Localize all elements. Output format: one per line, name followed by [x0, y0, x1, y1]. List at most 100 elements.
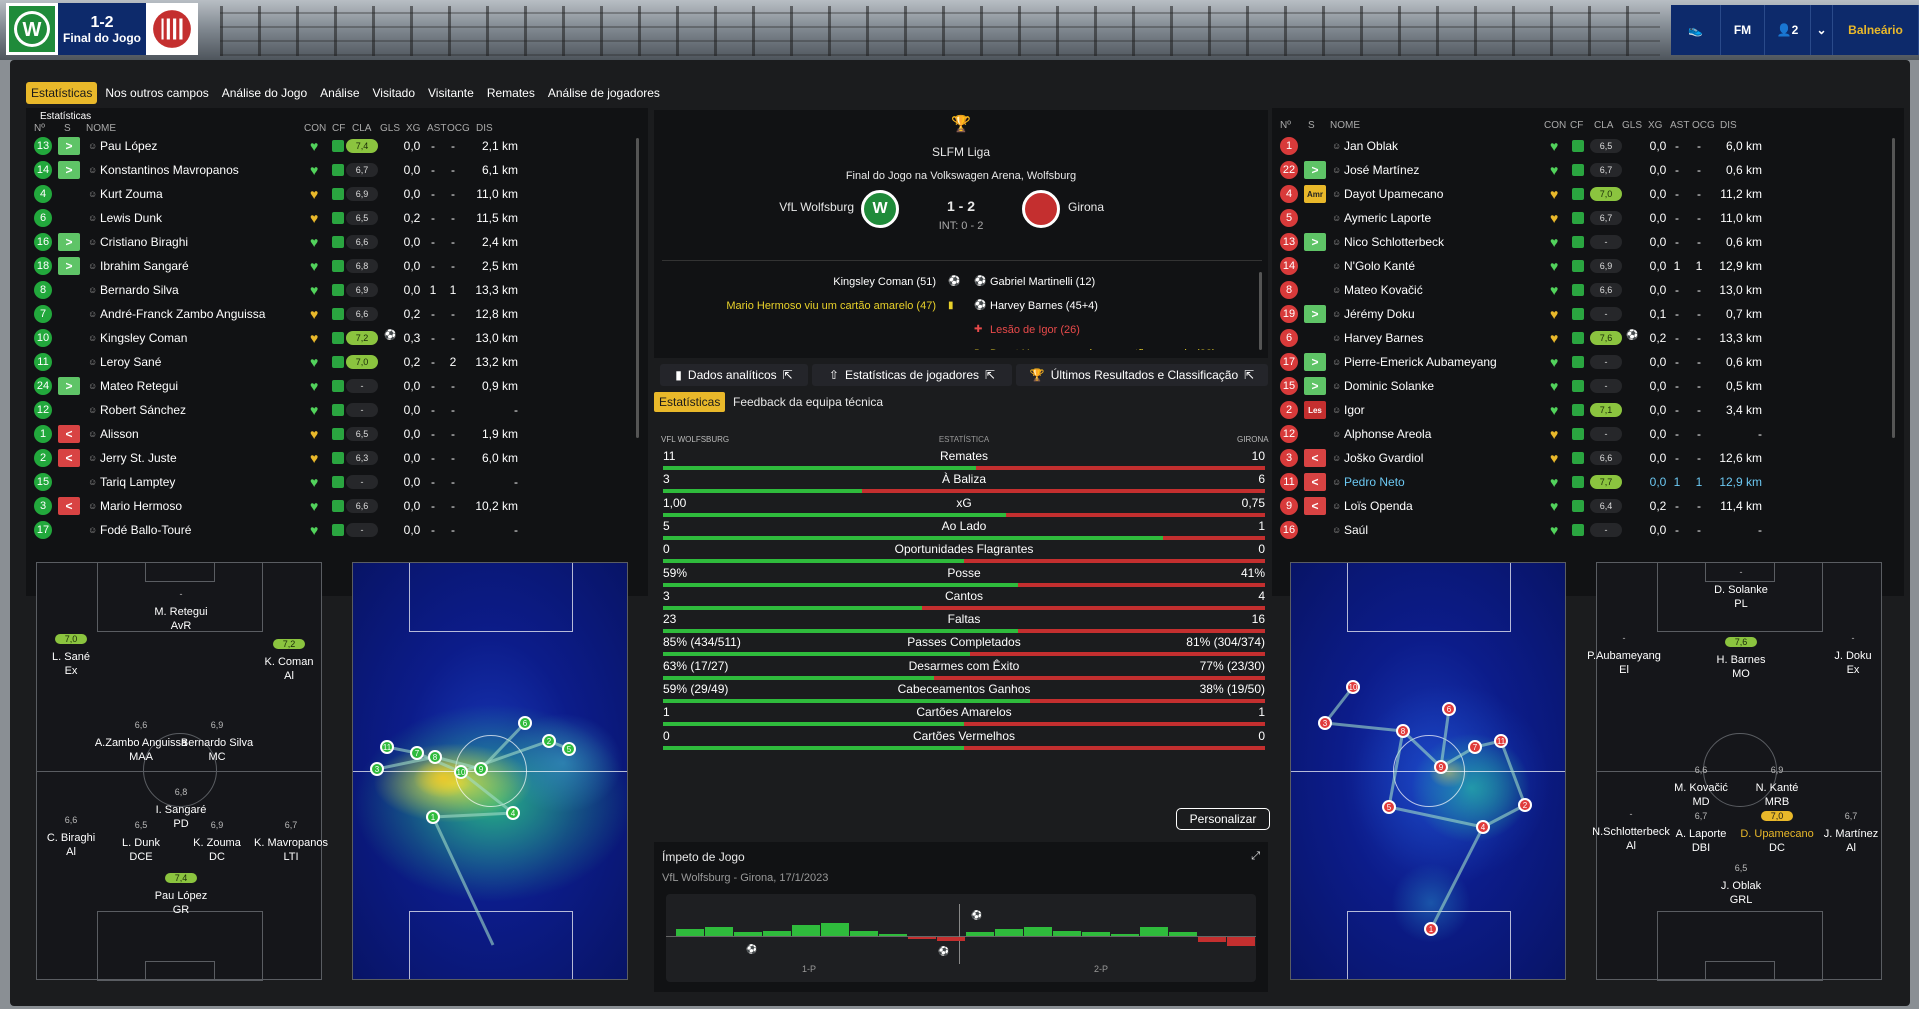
player-node[interactable]: 5: [1382, 800, 1396, 814]
player-node[interactable]: 5: [562, 742, 576, 756]
wolfsburg-crest-icon[interactable]: W: [6, 3, 58, 55]
player-name[interactable]: Joško Gvardiol: [1344, 451, 1424, 465]
formation-player-name[interactable]: K. Coman: [264, 656, 314, 668]
formation-player-name[interactable]: A. Laporte: [1675, 828, 1727, 840]
away-team-name[interactable]: Girona: [1068, 200, 1105, 214]
player-node[interactable]: 10: [1346, 680, 1360, 694]
table-row[interactable]: 8 ☺ Mateo Kovačić ♥ 6,6 0,0- -13,0 km: [1272, 278, 1904, 302]
home-team-name[interactable]: VfL Wolfsburg: [779, 200, 854, 214]
table-row[interactable]: 3 < ☺ Joško Gvardiol ♥ 6,6 0,0- -12,6 km: [1272, 446, 1904, 470]
table-row[interactable]: 5 ☺ Aymeric Laporte ♥ 6,7 0,0- -11,0 km: [1272, 206, 1904, 230]
player-node[interactable]: 10: [454, 765, 468, 779]
player-node[interactable]: 3: [370, 762, 384, 776]
table-row[interactable]: 3 < ☺ Mario Hermoso ♥ 6,6 0,0- -10,2 km: [26, 494, 648, 518]
tab-3[interactable]: Análise: [320, 86, 360, 100]
player-node[interactable]: 6: [518, 716, 532, 730]
table-row[interactable]: 22 > ☺ José Martínez ♥ 6,7 0,0- -0,6 km: [1272, 158, 1904, 182]
formation-player-name[interactable]: M. Retegui: [154, 606, 208, 618]
table-row[interactable]: 18 > ☺ Ibrahim Sangaré ♥ 6,8 0,0- -2,5 km: [26, 254, 648, 278]
tab-1[interactable]: Nos outros campos: [105, 86, 209, 100]
player-name[interactable]: Loïs Openda: [1344, 499, 1413, 513]
table-row[interactable]: 12 ☺ Alphonse Areola ♥ -0,0- - -: [1272, 422, 1904, 446]
player-name[interactable]: Dayot Upamecano: [1344, 187, 1444, 201]
header-con[interactable]: CON: [304, 123, 327, 134]
player-node[interactable]: 9: [1434, 760, 1448, 774]
player-name[interactable]: Aymeric Laporte: [1344, 211, 1432, 225]
player-name[interactable]: André-Franck Zambo Anguissa: [100, 307, 266, 321]
table-row[interactable]: 11 ☺ Leroy Sané ♥ 7,0 0,2-2 13,2 km: [26, 350, 648, 374]
table-row[interactable]: 7 ☺ André-Franck Zambo Anguissa ♥ 6,6 0,2- -12…: [26, 302, 648, 326]
formation-player-name[interactable]: P.Aubameyang: [1587, 650, 1661, 662]
formation-player-name[interactable]: L. Sané: [52, 651, 90, 663]
tab-5[interactable]: Visitante: [428, 86, 474, 100]
table-row[interactable]: 11 < ☺ Pedro Neto ♥ 7,7 0,0 1 1 12,9 km: [1272, 470, 1904, 494]
player-name[interactable]: N'Golo Kanté: [1344, 259, 1415, 273]
player-name[interactable]: José Martínez: [1344, 163, 1420, 177]
player-name[interactable]: Pedro Neto: [1344, 475, 1405, 489]
personalizar-button[interactable]: Personalizar: [1176, 808, 1270, 830]
table-row[interactable]: 16 > ☺ Cristiano Biraghi ♥ 6,6 0,0- -2,4 km: [26, 230, 648, 254]
player-node[interactable]: 7: [1468, 740, 1482, 754]
header-con[interactable]: CON: [1544, 120, 1567, 131]
player-node[interactable]: 1: [426, 810, 440, 824]
header-dis[interactable]: DIS: [476, 123, 493, 134]
player-node[interactable]: 11: [1494, 734, 1508, 748]
table-row[interactable]: 2 < ☺ Jerry St. Juste ♥ 6,3 0,0- -6,0 km: [26, 446, 648, 470]
people-count[interactable]: 👤 2: [1765, 5, 1811, 55]
table-row[interactable]: 15 ☺ Tariq Lamptey ♥ -0,0- - -: [26, 470, 648, 494]
formation-player-name[interactable]: H. Barnes: [1716, 654, 1766, 666]
player-name[interactable]: Tariq Lamptey: [100, 475, 176, 489]
player-node[interactable]: 8: [428, 750, 442, 764]
player-name[interactable]: Cristiano Biraghi: [100, 235, 189, 249]
analytics-button[interactable]: ▮ Dados analíticos ⇱: [660, 364, 808, 386]
formation-player-name[interactable]: J. Martínez: [1823, 828, 1879, 840]
table-row[interactable]: 19 > ☺ Jérémy Doku ♥ -0,1- -0,7 km: [1272, 302, 1904, 326]
table-row[interactable]: 2 Les ☺ Igor ♥ 7,1 0,0- -3,4 km: [1272, 398, 1904, 422]
player-name[interactable]: Pierre-Emerick Aubameyang: [1344, 355, 1497, 369]
player-name[interactable]: Alisson: [100, 427, 139, 441]
header-cf[interactable]: CF: [1570, 120, 1584, 131]
player-node[interactable]: 7: [410, 746, 424, 760]
table-row[interactable]: 6 ☺ Lewis Dunk ♥ 6,5 0,2- -11,5 km: [26, 206, 648, 230]
tab-4[interactable]: Visitado: [372, 86, 415, 100]
header-ast[interactable]: AST: [1670, 120, 1690, 131]
player-node[interactable]: 6: [1442, 702, 1456, 716]
header-cla[interactable]: CLA: [1594, 120, 1614, 131]
table-row[interactable]: 14 ☺ N'Golo Kanté ♥ 6,9 0,0 1 1 12,9 km: [1272, 254, 1904, 278]
table-row[interactable]: 17 ☺ Fodé Ballo-Touré ♥ -0,0- - -: [26, 518, 648, 542]
formation-player-name[interactable]: L. Dunk: [122, 837, 160, 849]
table-row[interactable]: 1 ☺ Jan Oblak ♥ 6,5 0,0- -6,0 km: [1272, 134, 1904, 158]
table-row[interactable]: 15 > ☺ Dominic Solanke ♥ -0,0- -0,5 km: [1272, 374, 1904, 398]
formation-player-name[interactable]: J. Doku: [1834, 650, 1872, 662]
player-name[interactable]: Nico Schlotterbeck: [1344, 235, 1445, 249]
table-scrollbar[interactable]: [636, 138, 639, 438]
tab-0[interactable]: Estatísticas: [26, 82, 98, 104]
balneario-button[interactable]: Balneário: [1833, 5, 1919, 55]
formation-player-name[interactable]: J. Oblak: [1720, 880, 1762, 892]
player-name[interactable]: Mateo Retegui: [100, 379, 179, 393]
table-row[interactable]: 12 ☺ Robert Sánchez ♥ -0,0- - -: [26, 398, 648, 422]
header-xg[interactable]: XG: [1648, 120, 1663, 131]
player-node[interactable]: 11: [380, 740, 394, 754]
player-name[interactable]: Ibrahim Sangaré: [100, 259, 189, 273]
tab-7[interactable]: Análise de jogadores: [547, 86, 660, 100]
formation-player-name[interactable]: K. Mavropanos: [254, 837, 328, 849]
table-row[interactable]: 8 ☺ Bernardo Silva ♥ 6,9 0,0 1 1 13,3 km: [26, 278, 648, 302]
table-row[interactable]: 1 < ☺ Alisson ♥ 6,5 0,0- -1,9 km: [26, 422, 648, 446]
girona-crest-icon[interactable]: [146, 3, 198, 55]
formation-player-name[interactable]: D. Upamecano: [1740, 828, 1814, 840]
formation-player-name[interactable]: C. Biraghi: [46, 832, 96, 844]
player-node[interactable]: 4: [1476, 820, 1490, 834]
header-ast[interactable]: AST: [427, 123, 447, 134]
player-name[interactable]: Mario Hermoso: [100, 499, 183, 513]
header-dis[interactable]: DIS: [1720, 120, 1737, 131]
player-name[interactable]: Fodé Ballo-Touré: [100, 523, 192, 537]
player-name[interactable]: Jerry St. Juste: [100, 451, 177, 465]
player-name[interactable]: Harvey Barnes: [1344, 331, 1424, 345]
table-row[interactable]: 13 > ☺ Pau López ♥ 7,4 0,0- -2,1 km: [26, 134, 648, 158]
player-stats-button[interactable]: ⇧ Estatísticas de jogadores ⇱: [812, 364, 1012, 386]
formation-player-name[interactable]: Bernardo Silva: [180, 737, 254, 749]
table-row[interactable]: 16 ☺ Saúl ♥ -0,0- - -: [1272, 518, 1904, 542]
table-row[interactable]: 6 ☺ Harvey Barnes ♥ 7,6 0,2- -13,3 km ⚽: [1272, 326, 1904, 350]
header-name[interactable]: NOME: [1330, 120, 1360, 131]
